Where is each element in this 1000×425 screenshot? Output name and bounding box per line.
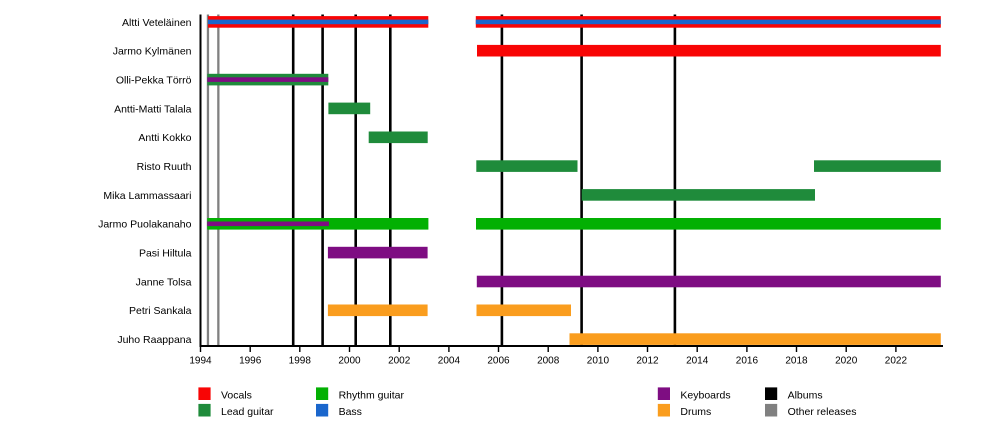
svg-text:Keyboards: Keyboards [680, 390, 730, 402]
svg-text:2008: 2008 [537, 355, 560, 366]
svg-text:Juho Raappana: Juho Raappana [117, 334, 191, 346]
svg-text:Jarmo Puolakanaho: Jarmo Puolakanaho [98, 219, 192, 231]
svg-text:2004: 2004 [438, 355, 461, 366]
svg-text:Mika Lammassaari: Mika Lammassaari [103, 190, 191, 202]
svg-text:Rhythm guitar: Rhythm guitar [339, 390, 405, 402]
svg-text:Albums: Albums [788, 390, 823, 402]
svg-text:Janne Tolsa: Janne Tolsa [136, 276, 192, 288]
svg-text:Bass: Bass [339, 406, 362, 418]
svg-text:1996: 1996 [239, 355, 262, 366]
svg-text:Olli-Pekka Törrö: Olli-Pekka Törrö [116, 75, 192, 87]
svg-text:2000: 2000 [338, 355, 361, 366]
svg-text:Lead guitar: Lead guitar [221, 406, 274, 418]
svg-text:2010: 2010 [587, 355, 610, 366]
svg-text:Vocals: Vocals [221, 390, 252, 402]
svg-text:2018: 2018 [785, 355, 808, 366]
svg-text:Risto Ruuth: Risto Ruuth [137, 161, 192, 173]
svg-text:Antti Kokko: Antti Kokko [138, 132, 191, 144]
svg-text:2012: 2012 [636, 355, 659, 366]
svg-text:Altti Veteläinen: Altti Veteläinen [122, 17, 192, 29]
svg-text:2006: 2006 [487, 355, 510, 366]
svg-text:2022: 2022 [885, 355, 908, 366]
svg-text:2002: 2002 [388, 355, 411, 366]
svg-text:1994: 1994 [189, 355, 212, 366]
svg-text:Other releases: Other releases [788, 406, 857, 418]
svg-text:Drums: Drums [680, 406, 711, 418]
svg-text:1998: 1998 [289, 355, 312, 366]
svg-text:Petri Sankala: Petri Sankala [129, 305, 192, 317]
svg-text:Pasi Hiltula: Pasi Hiltula [139, 248, 192, 260]
svg-text:2014: 2014 [686, 355, 709, 366]
svg-text:2016: 2016 [736, 355, 759, 366]
svg-text:Jarmo Kylmänen: Jarmo Kylmänen [113, 46, 192, 58]
svg-text:Antti-Matti Talala: Antti-Matti Talala [114, 103, 192, 115]
svg-text:2020: 2020 [835, 355, 858, 366]
